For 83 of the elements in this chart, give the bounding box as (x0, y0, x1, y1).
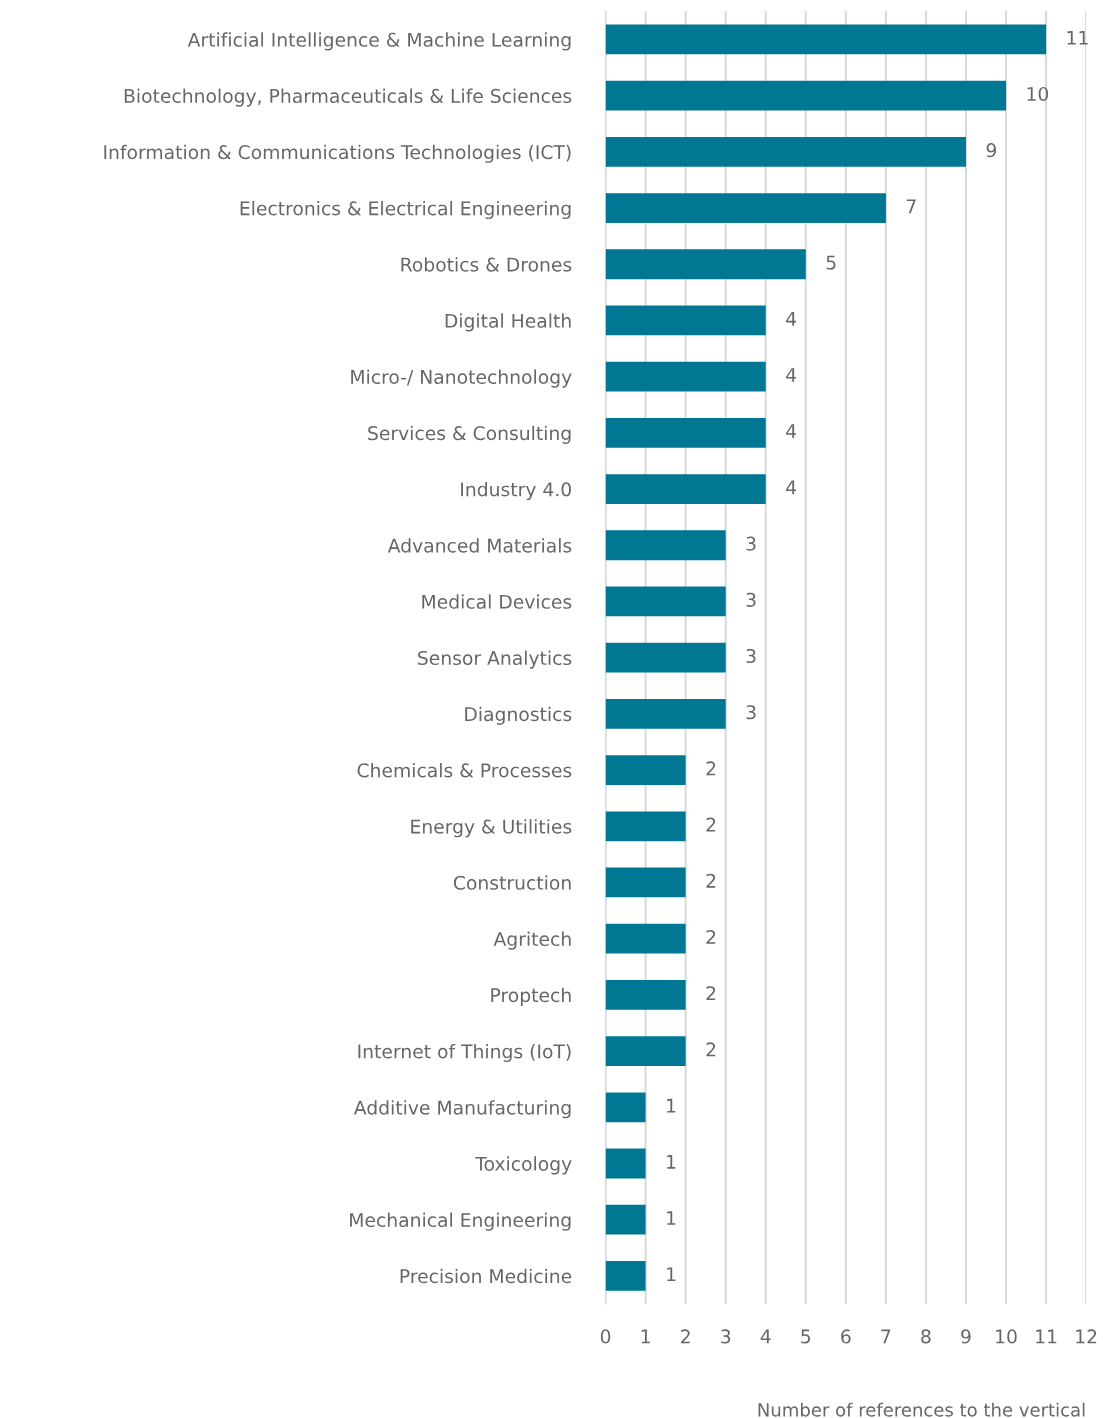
data-label: 7 (906, 199, 916, 214)
data-label: 9 (986, 143, 997, 158)
bar (605, 530, 726, 561)
bar (605, 586, 726, 617)
bar (605, 193, 886, 223)
data-label: 5 (826, 255, 836, 270)
y-tick-label: Electronics & Electrical Engineering (240, 200, 571, 220)
data-label: 4 (786, 368, 797, 382)
bar (605, 136, 966, 167)
data-label: 3 (746, 536, 756, 551)
data-label: 2 (706, 929, 716, 944)
y-tick-label: Toxicology (475, 1156, 572, 1175)
y-tick-label: Sensor Analytics (418, 650, 572, 669)
data-label: 2 (706, 761, 716, 776)
bar (605, 417, 766, 448)
data-label: 4 (786, 424, 797, 439)
bar (605, 811, 686, 842)
bar (605, 1036, 686, 1066)
data-label: 3 (746, 648, 756, 664)
y-tick-label: Robotics & Drones (401, 257, 572, 272)
bar (605, 80, 1007, 111)
y-tick-label: Artificial Intelligence & Machine Learning (187, 32, 571, 51)
data-label: 10 (1027, 86, 1049, 102)
x-tick-label: 6 (841, 1329, 851, 1344)
x-tick-label: 4 (760, 1329, 771, 1344)
data-label: 1 (667, 1154, 676, 1169)
x-tick-label: 2 (681, 1329, 690, 1344)
y-tick-label: Precision Medicine (400, 1268, 572, 1284)
y-tick-label: Proptech (491, 987, 571, 1006)
data-label: 4 (786, 480, 797, 495)
y-tick-label: Internet of Things (IoT) (358, 1043, 571, 1063)
data-label: 1 (667, 1098, 676, 1113)
y-tick-label: Advanced Materials (387, 538, 572, 553)
x-tick-label: 9 (961, 1329, 971, 1344)
data-label: 11 (1067, 30, 1088, 45)
y-tick-label: Diagnostics (465, 706, 572, 725)
x-tick-label: 8 (921, 1329, 931, 1344)
x-tick-label: 5 (801, 1329, 811, 1344)
y-tick-label: Digital Health (445, 313, 571, 332)
bar (605, 923, 686, 954)
x-tick-label: 7 (881, 1329, 891, 1344)
data-label: 2 (706, 1042, 716, 1057)
bar (605, 361, 766, 392)
data-label: 1 (667, 1267, 676, 1282)
y-tick-label: Information & Communications Technologies (ICT) (104, 144, 571, 163)
bar (605, 867, 686, 898)
bar (605, 755, 686, 785)
bar (605, 979, 686, 1010)
data-label: 2 (706, 986, 716, 1001)
bar (605, 305, 766, 336)
bar (605, 642, 726, 673)
y-tick-label: Micro-/ Nanotechnology (351, 369, 572, 388)
y-tick-label: Biotechnology, Pharmaceuticals & Life Sciences (124, 88, 572, 107)
bar (605, 474, 766, 504)
x-tick-label: 1 (641, 1329, 650, 1344)
bar (605, 1204, 646, 1235)
x-tick-label: 10 (996, 1329, 1017, 1344)
y-tick-label: Services & Consulting (368, 425, 571, 444)
y-tick-label: Industry 4.0 (461, 481, 571, 501)
x-tick-label: 0 (600, 1329, 611, 1344)
y-tick-label: Construction (453, 875, 571, 890)
x-tick-label: 11 (1036, 1329, 1057, 1344)
x-tick-label: 3 (721, 1329, 731, 1344)
bar (605, 1092, 646, 1123)
y-tick-label: Chemicals & Processes (357, 762, 572, 778)
bar (605, 249, 806, 280)
bar (605, 1261, 646, 1291)
data-label: 2 (706, 873, 716, 888)
data-label: 3 (746, 592, 756, 607)
data-label: 1 (667, 1211, 676, 1225)
y-tick-label: Medical Devices (422, 594, 572, 609)
data-label: 4 (786, 311, 797, 326)
y-tick-label: Additive Manufacturing (353, 1100, 571, 1119)
bar (605, 1148, 646, 1179)
y-tick-label: Mechanical Engineering (350, 1212, 571, 1231)
data-label: 2 (706, 817, 716, 832)
x-axis-title: Number of references to the vertical (758, 1402, 1085, 1417)
bar (605, 24, 1047, 55)
x-tick-label: 12 (1076, 1329, 1097, 1344)
y-tick-label: Agritech (493, 931, 571, 950)
data-label: 3 (746, 705, 756, 720)
bar (605, 698, 726, 729)
y-tick-label: Energy & Utilities (411, 819, 572, 838)
